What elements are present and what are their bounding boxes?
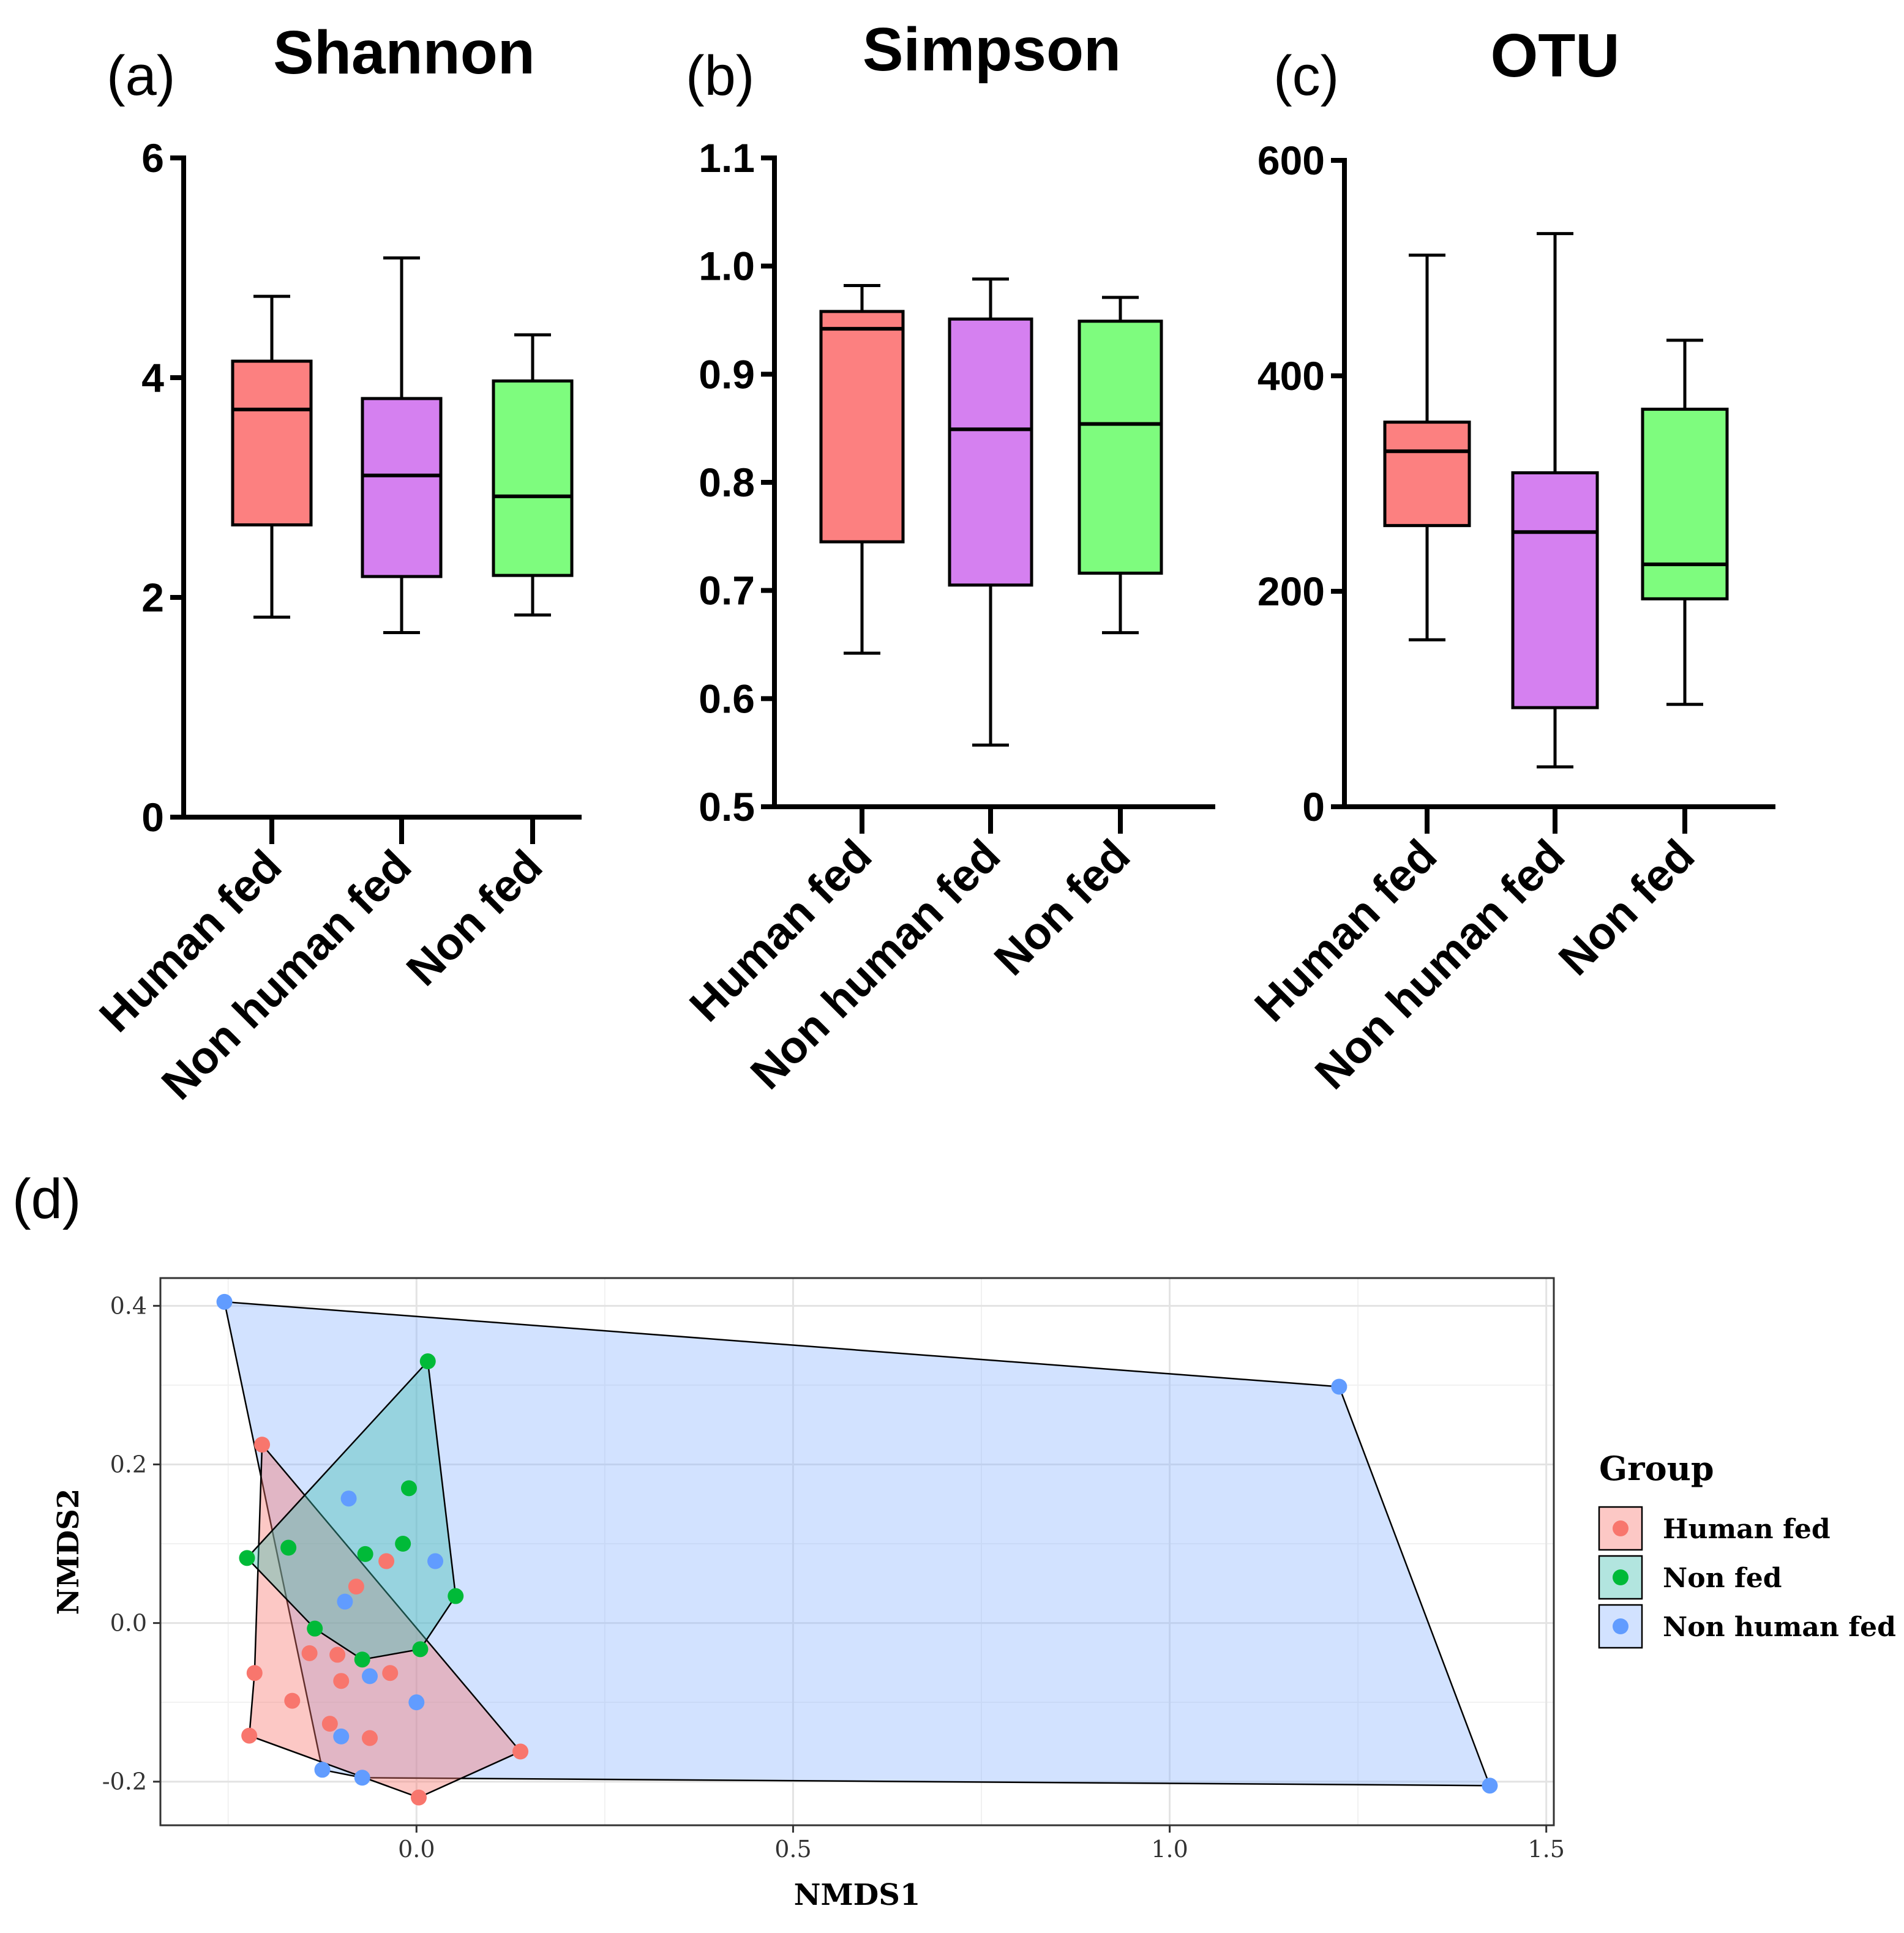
- point-non-fed: [354, 1651, 370, 1668]
- y-tick-label: 200: [1257, 569, 1325, 614]
- point-non-human-fed: [337, 1593, 353, 1610]
- y-tick-label: 400: [1257, 353, 1325, 398]
- point-human-fed: [301, 1645, 318, 1661]
- y-tick-label: 600: [1257, 138, 1325, 183]
- point-non-human-fed: [354, 1770, 370, 1786]
- point-human-fed: [284, 1692, 301, 1709]
- point-non-fed: [395, 1536, 411, 1552]
- point-non-human-fed: [408, 1694, 425, 1711]
- y-tick-label: 4: [141, 355, 164, 400]
- x-tick-label: 0.0: [398, 1836, 435, 1863]
- point-human-fed: [333, 1673, 350, 1689]
- y-tick-label: 1.0: [699, 244, 755, 289]
- point-non-human-fed: [427, 1553, 444, 1569]
- point-non-fed: [357, 1546, 373, 1562]
- point-non-fed: [448, 1588, 464, 1604]
- y-tick-label: 2: [141, 575, 164, 620]
- legend-label: Non fed: [1663, 1563, 1782, 1594]
- point-non-human-fed: [216, 1293, 233, 1310]
- nmds-scatter: 0.0 0.5 1.0 1.5 -0.2 0.0 0.2 0.4 NMDS1 NMDS2 Group…: [51, 1277, 1896, 1912]
- y-axis-title: NMDS2: [51, 1489, 86, 1615]
- point-non-fed: [239, 1550, 255, 1566]
- iqr-box: [492, 379, 574, 577]
- panel-b-label: (b): [686, 45, 754, 107]
- panel-d-label: (d): [12, 1168, 81, 1230]
- point-non-fed: [412, 1641, 429, 1658]
- y-tick-label: 1.1: [699, 135, 755, 181]
- point-non-human-fed: [340, 1490, 357, 1507]
- iqr-box: [231, 359, 313, 527]
- iqr-box: [948, 317, 1033, 587]
- point-non-human-fed: [362, 1668, 378, 1684]
- legend-title: Group: [1599, 1449, 1714, 1488]
- point-human-fed: [348, 1579, 364, 1595]
- point-human-fed: [362, 1730, 378, 1746]
- legend-key-point: [1613, 1569, 1629, 1585]
- y-tick-label: 6: [141, 135, 164, 181]
- x-axis-title: NMDS1: [794, 1878, 921, 1912]
- panel-a-label: (a): [107, 45, 175, 107]
- legend-key-point: [1613, 1520, 1629, 1536]
- x-tick-label: 0.5: [774, 1836, 811, 1863]
- y-tick-label: -0.2: [102, 1768, 147, 1795]
- iqr-box: [361, 397, 443, 578]
- iqr-box: [819, 310, 905, 544]
- iqr-box: [1383, 421, 1471, 528]
- point-human-fed: [329, 1647, 346, 1663]
- y-tick-label: 0.2: [110, 1451, 147, 1478]
- y-tick-label: 0.8: [699, 460, 755, 505]
- panel-c-title: OTU: [1490, 21, 1619, 90]
- iqr-box: [1511, 471, 1599, 709]
- panel-c-label: (c): [1273, 45, 1339, 107]
- point-non-fed: [400, 1480, 417, 1497]
- point-human-fed: [382, 1665, 399, 1681]
- point-non-human-fed: [314, 1762, 331, 1778]
- point-human-fed: [254, 1437, 271, 1453]
- point-non-fed: [419, 1353, 436, 1370]
- point-human-fed: [378, 1553, 395, 1569]
- point-non-human-fed: [333, 1728, 350, 1744]
- point-non-fed: [280, 1539, 297, 1556]
- point-human-fed: [246, 1665, 263, 1681]
- legend-key-point: [1613, 1618, 1629, 1634]
- point-non-fed: [307, 1620, 323, 1637]
- point-human-fed: [512, 1743, 529, 1760]
- point-human-fed: [241, 1727, 258, 1744]
- x-tick-label: 1.0: [1151, 1836, 1188, 1863]
- y-tick-label: 0: [1302, 784, 1325, 829]
- point-human-fed: [410, 1789, 427, 1806]
- panel-a-title: Shannon: [273, 18, 535, 87]
- hull-non-human-fed: [223, 1301, 1491, 1787]
- legend-label: Human fed: [1663, 1514, 1831, 1545]
- hull-human-fed: [248, 1442, 522, 1799]
- plot-border: [159, 1277, 1555, 1826]
- y-tick-label: 0.7: [699, 568, 755, 613]
- y-tick-label: 0.4: [110, 1292, 147, 1319]
- y-tick-label: 0.5: [699, 784, 755, 829]
- iqr-box: [1641, 408, 1729, 600]
- y-tick-label: 0.0: [110, 1610, 147, 1637]
- point-non-human-fed: [1331, 1378, 1347, 1395]
- point-human-fed: [321, 1716, 338, 1732]
- legend-label: Non human fed: [1663, 1612, 1896, 1643]
- legend: Group Human fed Non fed Non human fed: [1598, 1449, 1896, 1649]
- y-tick-label: 0: [141, 795, 164, 840]
- plot-area: [160, 1278, 1554, 1825]
- y-tick-label: 0.9: [699, 351, 755, 397]
- point-non-human-fed: [1482, 1778, 1498, 1794]
- x-tick-label: 1.5: [1527, 1836, 1564, 1863]
- y-tick-label: 0.6: [699, 676, 755, 721]
- iqr-box: [1078, 320, 1163, 575]
- panel-b-title: Simpson: [863, 15, 1121, 84]
